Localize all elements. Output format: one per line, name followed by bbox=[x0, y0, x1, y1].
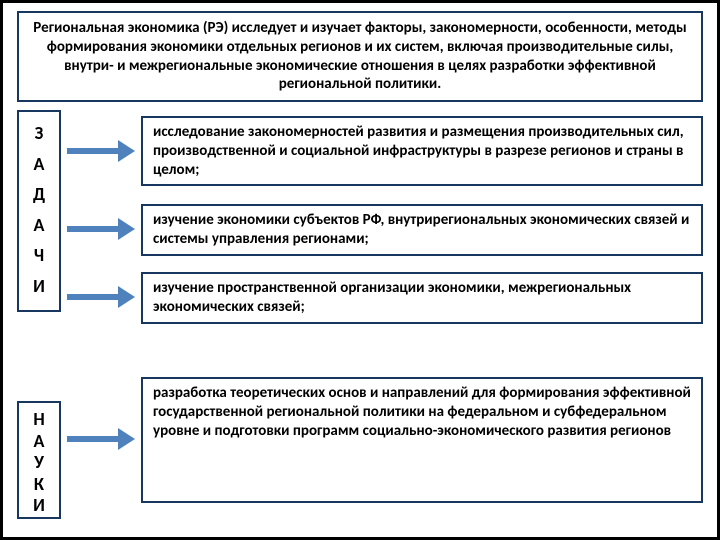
slide-frame: Региональная экономика (РЭ) исследует и … bbox=[0, 0, 720, 540]
side-column-top: ЗАДАЧИ bbox=[17, 110, 61, 312]
side-letter: А bbox=[19, 149, 59, 180]
side-letter: И bbox=[19, 271, 59, 302]
side-letter: А bbox=[19, 431, 59, 453]
diagram-body: ЗАДАЧИ НАУКИ исследование закономерносте… bbox=[17, 110, 703, 520]
arrow-icon bbox=[67, 286, 135, 308]
side-letter: Н bbox=[19, 409, 59, 431]
arrow-icon bbox=[67, 428, 135, 450]
side-letter: Д bbox=[19, 179, 59, 210]
task-box: исследование закономерностей развития и … bbox=[141, 116, 703, 186]
task-text: изучение экономики субъектов РФ, внутрир… bbox=[153, 211, 689, 248]
side-letter: Ч bbox=[19, 240, 59, 271]
task-box: изучение экономики субъектов РФ, внутрир… bbox=[141, 204, 703, 256]
side-letter: У bbox=[19, 452, 59, 474]
side-letter: З bbox=[19, 118, 59, 149]
arrow-icon bbox=[67, 218, 135, 240]
side-column-bottom: НАУКИ bbox=[17, 401, 61, 519]
side-letter: И bbox=[19, 495, 59, 517]
task-text: разработка теоретических основ и направл… bbox=[153, 384, 691, 440]
task-box: разработка теоретических основ и направл… bbox=[141, 377, 703, 503]
task-box: изучение пространственной организации эк… bbox=[141, 272, 703, 324]
header-box: Региональная экономика (РЭ) исследует и … bbox=[17, 11, 703, 102]
side-letter: К bbox=[19, 474, 59, 496]
task-text: исследование закономерностей развития и … bbox=[153, 123, 684, 179]
task-text: изучение пространственной организации эк… bbox=[153, 279, 631, 316]
side-letter: А bbox=[19, 210, 59, 241]
arrow-icon bbox=[67, 140, 135, 162]
